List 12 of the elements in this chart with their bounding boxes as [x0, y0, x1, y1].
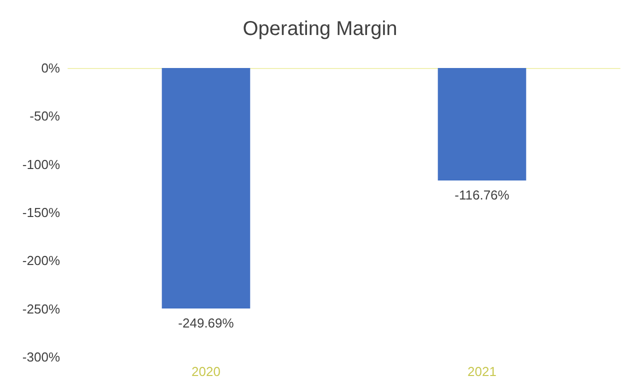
y-tick-label: -100% [22, 156, 60, 172]
y-tick-label: -150% [22, 205, 60, 220]
x-tick-label: 2020 [192, 364, 220, 379]
x-tick-label: 2021 [468, 364, 496, 379]
data-label: -116.76% [454, 187, 510, 202]
y-tick-label: -50% [30, 108, 60, 124]
y-tick-label: -300% [22, 350, 60, 364]
data-label: -249.69% [178, 316, 234, 331]
chart-title: Operating Margin [242, 18, 398, 40]
y-tick-label: 0% [41, 60, 60, 76]
y-tick-label: -200% [22, 253, 60, 268]
y-tick-label: -250% [22, 301, 60, 316]
